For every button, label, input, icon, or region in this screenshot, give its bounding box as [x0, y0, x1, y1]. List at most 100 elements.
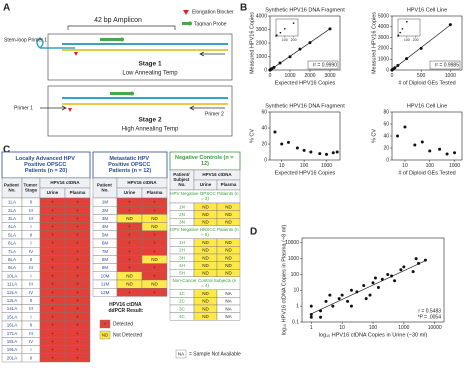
primer-label: Primer 2: [205, 111, 224, 117]
result-label: +: [76, 216, 79, 221]
data-point: [364, 297, 368, 301]
result-label: +: [128, 200, 131, 205]
row-label: 8M: [102, 257, 109, 262]
result-label: +: [76, 273, 79, 278]
result-label: +: [51, 323, 54, 328]
y-tick-label: 0: [386, 67, 389, 73]
blocker-icon: [183, 10, 189, 15]
data-point: [423, 258, 427, 262]
row-label: II: [30, 200, 33, 205]
data-point: [273, 130, 277, 134]
result-label: NA: [225, 306, 231, 311]
probe-icon: [188, 21, 192, 26]
result-label: +: [51, 273, 54, 278]
row-label: II: [30, 257, 33, 262]
y-tick-label: 60: [261, 109, 267, 115]
row-label: 3H: [179, 255, 185, 260]
y-tick-label: 100: [291, 272, 300, 278]
row-label: IV: [29, 339, 33, 344]
y-tick-label: 5000: [378, 13, 389, 19]
row-label: 3N: [179, 219, 185, 224]
row-label: II: [30, 232, 33, 237]
inset-point: [284, 28, 286, 30]
data-point: [349, 304, 353, 308]
data-point: [286, 140, 290, 144]
data-point: [298, 47, 302, 51]
row-label: 3M: [102, 216, 109, 221]
data-point: [362, 284, 366, 288]
data-point: [399, 268, 403, 272]
table-title: Locally Advanced HPV Positive OPSCC Pati…: [16, 156, 77, 174]
result-label: +: [51, 355, 54, 360]
table-title-box: [92, 151, 168, 179]
x-tick-label: 3000: [324, 73, 335, 79]
inset-x-tick-label: 100: [404, 38, 410, 42]
result-label: ND: [151, 224, 158, 229]
row-label: 12LA: [7, 290, 18, 295]
legend-label: Taqman Probe: [194, 21, 227, 27]
result-label: ND: [151, 257, 158, 262]
row-label: IV: [29, 290, 33, 295]
inset-x-tick-label: 200: [413, 38, 419, 42]
result-label: +: [153, 265, 156, 270]
row-label: 2M: [102, 208, 109, 213]
result-label: ND: [202, 219, 209, 224]
chart-title: Synthetic HPV16 DNA Fragment: [265, 103, 345, 109]
result-label: +: [76, 249, 79, 254]
result-label: +: [128, 265, 131, 270]
y-axis-label: % CV: [371, 129, 377, 143]
y-axis-label: Measured HPV16 Copies: [371, 12, 377, 74]
result-label: ND: [202, 314, 209, 319]
result-label: +: [76, 323, 79, 328]
row-label: 7LA: [8, 249, 16, 254]
result-label: +: [153, 290, 156, 295]
result-label: +: [128, 249, 131, 254]
result-cell: [216, 312, 241, 321]
row-label: 18LA: [7, 339, 18, 344]
inset-point: [292, 22, 295, 24]
amplicon-bracket: [67, 25, 176, 30]
x-tick-label: 10000: [428, 325, 442, 331]
result-label: NA: [225, 314, 231, 319]
result-label: ND: [202, 263, 209, 268]
row-label: I: [30, 347, 31, 352]
result-label: +: [51, 314, 54, 319]
inset-point: [397, 34, 400, 37]
x-tick-label: 10: [339, 325, 345, 331]
table-title: Negative Controls (n = 12): [175, 155, 235, 167]
data-point: [337, 297, 341, 301]
row-label: 9LA: [8, 265, 16, 270]
trendline: [311, 260, 426, 315]
result-label: +: [128, 208, 131, 213]
result-label: +: [128, 241, 131, 246]
result-label: +: [153, 241, 156, 246]
y-tick-label: 60: [383, 121, 389, 127]
legend-symbol: ND: [102, 332, 109, 337]
result-label: +: [76, 355, 79, 360]
result-label: ND: [151, 282, 158, 287]
result-label: +: [128, 232, 131, 237]
data-point: [417, 261, 421, 265]
result-label: ND: [225, 219, 232, 224]
y-tick-label: 20: [261, 141, 267, 147]
inset-frame: [397, 18, 421, 37]
y-tick-label: 0: [386, 157, 389, 163]
row-label: 7M: [102, 249, 109, 254]
x-axis-label: log₁₀ HPV16 ctDNA Copies in Urine (~30 m…: [319, 332, 428, 338]
row-label: 20LA: [7, 355, 18, 360]
inset-x-tick-label: 200: [291, 38, 297, 42]
data-point: [309, 315, 313, 319]
stage-box: [47, 33, 233, 81]
inset-point: [399, 31, 402, 34]
header-label: HPV16 ctDNA: [50, 180, 80, 185]
row-label: 5LA: [8, 232, 16, 237]
data-point: [405, 57, 409, 61]
chart-title: HPV16 Cell Line: [407, 103, 447, 109]
y-tick-label: 2000: [256, 40, 267, 46]
row-label: 3C: [179, 306, 186, 311]
row-label: II: [30, 323, 33, 328]
result-label: ND: [202, 255, 209, 260]
legend-label: = Sample Not Available: [189, 352, 241, 358]
y-tick-label: 1000: [378, 57, 389, 63]
chart-title: HPV16 Cell Line: [407, 7, 447, 13]
